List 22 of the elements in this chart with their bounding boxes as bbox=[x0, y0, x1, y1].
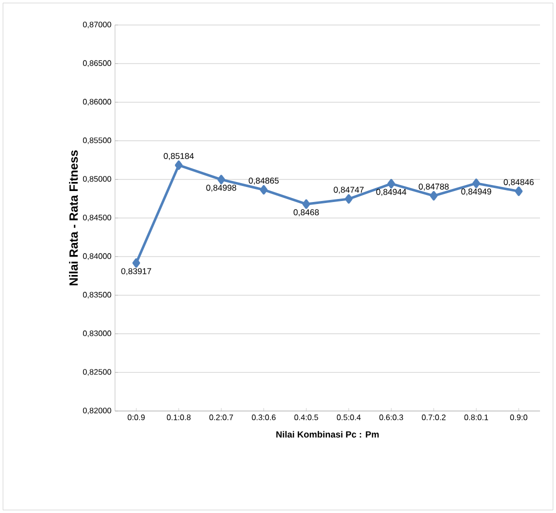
data-label: 0,84865 bbox=[248, 178, 279, 185]
data-label: 0,84944 bbox=[376, 188, 406, 196]
point bbox=[260, 185, 268, 195]
point bbox=[472, 178, 480, 188]
y-axis-title: Nilai Rata - Rata Fitness bbox=[69, 150, 78, 286]
data-label: 0,84788 bbox=[418, 184, 449, 191]
data-label: 0,84949 bbox=[461, 188, 492, 196]
point bbox=[344, 194, 353, 204]
data-label: 0,83917 bbox=[121, 268, 152, 276]
point bbox=[514, 186, 523, 196]
point bbox=[217, 174, 226, 184]
point bbox=[387, 178, 396, 188]
point bbox=[430, 191, 438, 200]
data-label: 0,8468 bbox=[294, 209, 319, 216]
point bbox=[132, 258, 140, 268]
data-label: 0,84747 bbox=[334, 186, 364, 194]
x-axis-title: Nilai Kombinasi Pc : Pm bbox=[276, 431, 379, 438]
data-label: 0,85184 bbox=[164, 153, 194, 160]
data-label: 0,84846 bbox=[504, 179, 534, 186]
point bbox=[302, 199, 310, 209]
point bbox=[174, 160, 183, 170]
data-label: 0,84998 bbox=[206, 184, 236, 192]
